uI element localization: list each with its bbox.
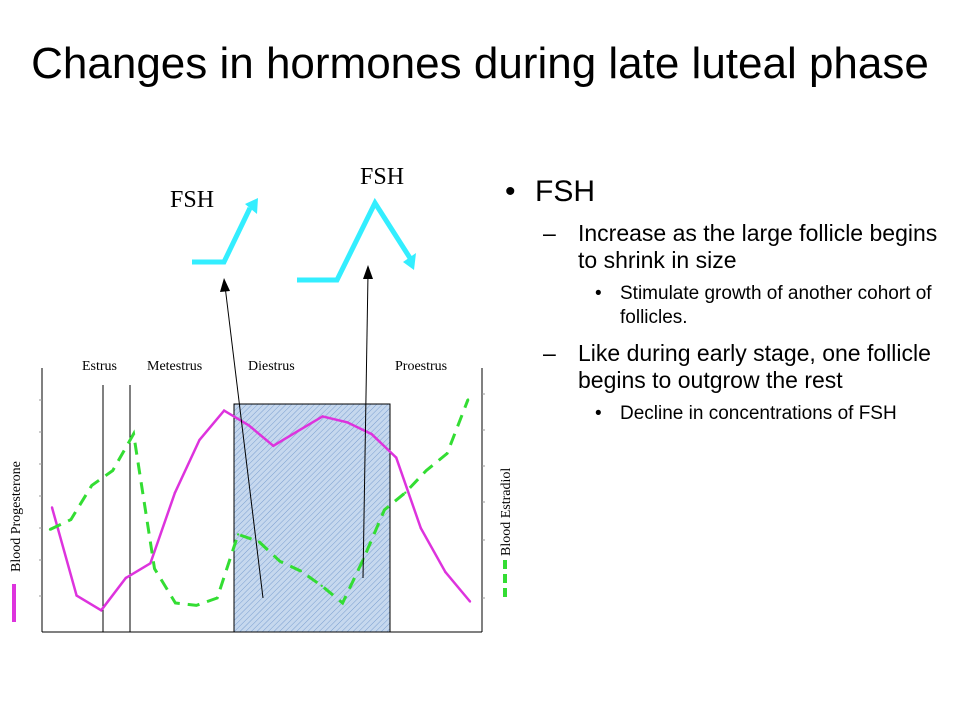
fsh-rise-line [192, 206, 253, 265]
bullet-list: • FSH – Increase as the large follicle b… [505, 174, 945, 436]
phase-label-estrus: Estrus [82, 359, 117, 374]
progesterone-point [370, 432, 373, 436]
tick-marks [39, 393, 485, 599]
bullet-dot: • [595, 283, 602, 304]
estradiol-point [466, 398, 470, 401]
progesterone-point [247, 424, 250, 427]
phase-label-diestrus: Diestrus [248, 359, 295, 374]
estradiol-point [236, 533, 240, 536]
progesterone-point [468, 600, 472, 603]
estradiol-point [299, 569, 302, 573]
bullet-dot: • [595, 403, 602, 424]
estradiol-point [341, 601, 344, 605]
progesterone-point [395, 456, 398, 459]
fsh-sketches [192, 197, 416, 283]
pointer-arrow-left [224, 285, 264, 599]
progesterone-point [444, 570, 447, 574]
progesterone-point [124, 576, 128, 580]
estradiol-point [425, 469, 428, 472]
progesterone-point [198, 438, 201, 442]
bullet-stimulate-text: Stimulate growth of another cohort of fo… [620, 283, 932, 328]
estradiol-point [216, 596, 219, 600]
bullet-like-early-stage-text: Like during early stage, one follicle be… [578, 340, 931, 393]
estradiol-point [404, 491, 407, 494]
progesterone-point [149, 562, 152, 565]
bullet-stimulate: • Stimulate growth of another cohort of … [505, 282, 945, 330]
bullet-increase-text: Increase as the large follicle begins to… [578, 220, 938, 273]
bullet-dot: • [505, 175, 516, 208]
estradiol-point [48, 528, 52, 531]
y-axis-label-estradiol: Blood Estradiol [499, 468, 514, 556]
pointer-arrows [220, 265, 373, 599]
progesterone-point [296, 429, 300, 433]
diestrus-shaded-region [233, 403, 391, 633]
bullet-increase: – Increase as the large follicle begins … [505, 220, 945, 274]
estradiol-point [445, 452, 449, 455]
pointer-arrow-right [362, 273, 369, 579]
fsh-label-left: FSH [170, 187, 215, 213]
progesterone-point [173, 491, 177, 494]
progesterone-point [345, 421, 349, 424]
estradiol-point [383, 508, 386, 512]
progesterone-point [222, 409, 226, 412]
y-axis-label-progesterone: Blood Progesterone [9, 461, 24, 572]
progesterone-point [75, 594, 78, 597]
estradiol-point [257, 540, 261, 543]
bullet-decline: • Decline in concentrations of FSH [505, 402, 945, 426]
estradiol-point [111, 469, 114, 472]
phase-label-proestrus: Proestrus [395, 359, 447, 374]
phase-label-metestrus: Metestrus [147, 359, 202, 374]
estradiol-point [153, 567, 156, 570]
progesterone-point [272, 444, 275, 447]
estradiol-point [278, 560, 282, 563]
progesterone-points [50, 409, 472, 612]
bullet-fsh: • FSH [505, 174, 945, 210]
slide-title: Changes in hormones during late luteal p… [31, 39, 929, 88]
estradiol-point [69, 518, 73, 521]
fsh-label-right: FSH [360, 164, 405, 190]
pointer-arrowhead-right [363, 265, 373, 279]
progesterone-point [321, 415, 324, 418]
progesterone-line [50, 408, 471, 612]
bullet-fsh-text: FSH [535, 175, 595, 208]
estradiol-point [90, 484, 94, 487]
fsh-peak-line [297, 197, 413, 283]
estradiol-line [49, 399, 470, 607]
progesterone-point [419, 526, 422, 530]
estradiol-point [195, 604, 198, 607]
bullet-dash: – [543, 220, 556, 246]
bullet-like-early-stage: – Like during early stage, one follicle … [505, 340, 945, 394]
bullet-dash: – [543, 340, 556, 366]
progesterone-point [50, 506, 54, 509]
estradiol-point [132, 432, 135, 436]
estradiol-point [320, 584, 323, 587]
estradiol-point [174, 601, 177, 605]
phase-labels: Estrus Metestrus Diestrus Proestrus [82, 359, 447, 374]
progesterone-point [100, 609, 103, 612]
fsh-peak-arrowhead [403, 253, 416, 270]
pointer-arrowhead-left [220, 278, 230, 292]
fsh-rise-arrowhead [245, 198, 258, 214]
bullet-decline-text: Decline in concentrations of FSH [620, 403, 897, 424]
chart-frame [41, 368, 483, 633]
